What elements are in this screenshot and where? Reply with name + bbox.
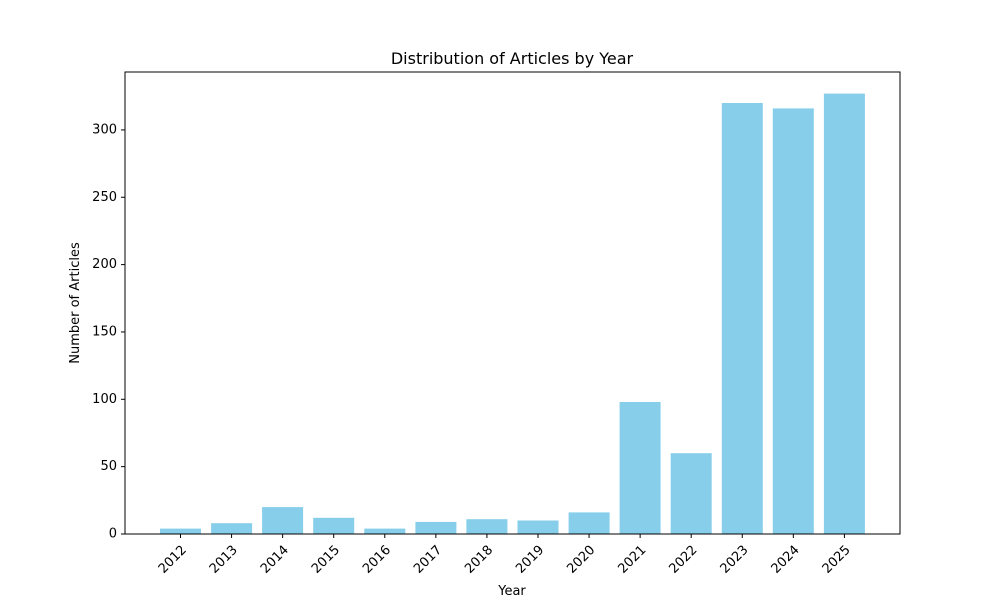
x-tick-label: 2022 bbox=[666, 543, 700, 577]
y-tick-label: 100 bbox=[92, 392, 117, 407]
x-tick-label: 2024 bbox=[769, 543, 803, 577]
bar-2021 bbox=[619, 402, 661, 534]
bar-2019 bbox=[517, 520, 559, 534]
bars-group bbox=[160, 93, 865, 535]
x-tick-label: 2025 bbox=[820, 543, 854, 577]
x-tick-label: 2019 bbox=[513, 543, 547, 577]
y-tick-label: 50 bbox=[100, 459, 117, 474]
x-tick-label: 2023 bbox=[718, 543, 752, 577]
bar-2022 bbox=[670, 453, 712, 534]
bar-2017 bbox=[415, 521, 457, 534]
bar-2015 bbox=[313, 517, 355, 534]
x-tick-label: 2012 bbox=[156, 543, 190, 577]
y-tick-label: 150 bbox=[92, 324, 117, 339]
x-tick-label: 2015 bbox=[309, 543, 343, 577]
bar-2016 bbox=[364, 528, 406, 534]
bar-2025 bbox=[823, 93, 865, 534]
bar-2013 bbox=[211, 523, 253, 534]
x-tick-label: 2016 bbox=[360, 543, 394, 577]
chart-title: Distribution of Articles by Year bbox=[391, 49, 634, 68]
bar-2020 bbox=[568, 512, 610, 534]
bar-2014 bbox=[262, 507, 304, 534]
y-tick-label: 300 bbox=[92, 122, 117, 137]
y-tick-label: 200 bbox=[92, 257, 117, 272]
x-tick-label: 2020 bbox=[564, 543, 598, 577]
x-axis-label: Year bbox=[497, 584, 526, 599]
x-axis: 2012 2013 2014 2015 2016 2017 2018 2019 2020 2021… bbox=[156, 534, 854, 577]
bar-2024 bbox=[772, 108, 814, 535]
x-tick-label: 2014 bbox=[258, 543, 292, 577]
bar-2018 bbox=[466, 519, 508, 534]
x-tick-label: 2021 bbox=[615, 543, 649, 577]
bar-2023 bbox=[721, 103, 763, 534]
x-tick-label: 2013 bbox=[207, 543, 241, 577]
plot-frame bbox=[124, 71, 901, 535]
y-tick-label: 250 bbox=[92, 190, 117, 205]
y-axis: 0 50 100 150 200 250 300 bbox=[92, 122, 125, 542]
x-tick-label: 2017 bbox=[411, 543, 445, 577]
x-tick-label: 2018 bbox=[462, 543, 496, 577]
y-tick-label: 0 bbox=[109, 527, 117, 542]
bar-2012 bbox=[160, 528, 201, 534]
y-axis-label: Number of Articles bbox=[68, 242, 83, 364]
